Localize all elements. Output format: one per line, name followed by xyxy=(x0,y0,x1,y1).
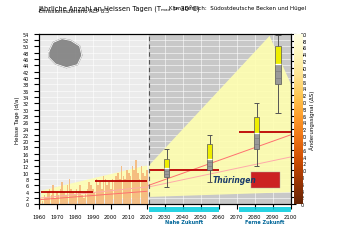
Text: Emissionsszenario RCP 8.5: Emissionsszenario RCP 8.5 xyxy=(39,9,109,14)
Bar xyxy=(207,159,213,170)
Bar xyxy=(51,195,52,204)
Bar xyxy=(119,179,121,204)
Bar xyxy=(62,182,63,204)
Bar xyxy=(123,176,124,204)
Bar xyxy=(81,195,83,204)
Bar xyxy=(124,179,126,204)
Bar xyxy=(142,173,144,204)
Bar xyxy=(139,179,140,204)
Bar xyxy=(97,185,99,204)
Bar xyxy=(275,64,281,85)
Bar xyxy=(130,176,131,204)
Bar xyxy=(71,189,72,204)
Bar xyxy=(40,198,42,204)
Bar xyxy=(137,173,139,204)
Bar xyxy=(254,118,259,134)
Bar xyxy=(72,192,74,204)
Bar xyxy=(92,189,94,204)
Bar xyxy=(54,198,56,204)
Bar xyxy=(108,182,110,204)
Bar xyxy=(146,170,148,204)
Bar xyxy=(251,172,280,188)
Bar xyxy=(112,179,113,204)
Bar xyxy=(103,176,104,204)
Bar xyxy=(105,179,106,204)
Bar xyxy=(90,185,92,204)
Bar xyxy=(94,192,95,204)
Bar xyxy=(42,201,43,204)
Bar xyxy=(207,145,213,159)
Bar xyxy=(128,173,129,204)
Bar xyxy=(99,182,101,204)
Bar xyxy=(87,189,88,204)
Bar xyxy=(74,195,76,204)
Bar xyxy=(101,189,103,204)
Bar xyxy=(96,179,97,204)
Bar xyxy=(69,179,70,204)
Bar xyxy=(60,189,61,204)
Bar xyxy=(117,173,119,204)
Bar xyxy=(56,192,57,204)
Bar xyxy=(164,168,169,178)
Text: Ferne Zukunft: Ferne Zukunft xyxy=(245,219,284,225)
Bar xyxy=(85,192,87,204)
Bar xyxy=(149,35,291,204)
Bar xyxy=(149,207,219,212)
Bar xyxy=(76,189,77,204)
Bar xyxy=(141,167,142,204)
Bar xyxy=(67,185,68,204)
Bar xyxy=(63,192,65,204)
Bar xyxy=(65,195,67,204)
Bar xyxy=(114,182,115,204)
Bar xyxy=(144,176,146,204)
Bar xyxy=(135,160,137,204)
Bar xyxy=(239,207,291,212)
Bar xyxy=(83,198,84,204)
Bar xyxy=(49,189,50,204)
Bar xyxy=(78,192,79,204)
Bar xyxy=(116,176,117,204)
Bar xyxy=(52,185,54,204)
Bar xyxy=(89,182,90,204)
Bar xyxy=(58,195,59,204)
Y-axis label: Änderungssignal (ΔS): Änderungssignal (ΔS) xyxy=(309,90,315,149)
Polygon shape xyxy=(49,40,82,68)
Bar xyxy=(47,192,49,204)
Bar xyxy=(79,185,81,204)
Bar xyxy=(254,134,259,149)
Text: Thüringen: Thüringen xyxy=(213,176,256,185)
Bar xyxy=(106,185,108,204)
Bar xyxy=(164,159,169,168)
Bar xyxy=(134,170,135,204)
Bar xyxy=(121,167,122,204)
Bar xyxy=(44,195,45,204)
Bar xyxy=(131,167,133,204)
Bar xyxy=(126,170,128,204)
Text: Klimabereich:  Südostdeutsche Becken und Hügel: Klimabereich: Südostdeutsche Becken und … xyxy=(169,6,306,11)
Text: Nahe Zukunft: Nahe Zukunft xyxy=(165,219,203,225)
Y-axis label: Heisse Tage (d/a): Heisse Tage (d/a) xyxy=(15,96,20,143)
Bar xyxy=(45,198,47,204)
Bar xyxy=(275,47,281,64)
Bar xyxy=(110,189,112,204)
Text: Jährliche Anzahl an Heissen Tagen (Tₘₐₓ > 30°C): Jährliche Anzahl an Heissen Tagen (Tₘₐₓ … xyxy=(39,6,200,13)
